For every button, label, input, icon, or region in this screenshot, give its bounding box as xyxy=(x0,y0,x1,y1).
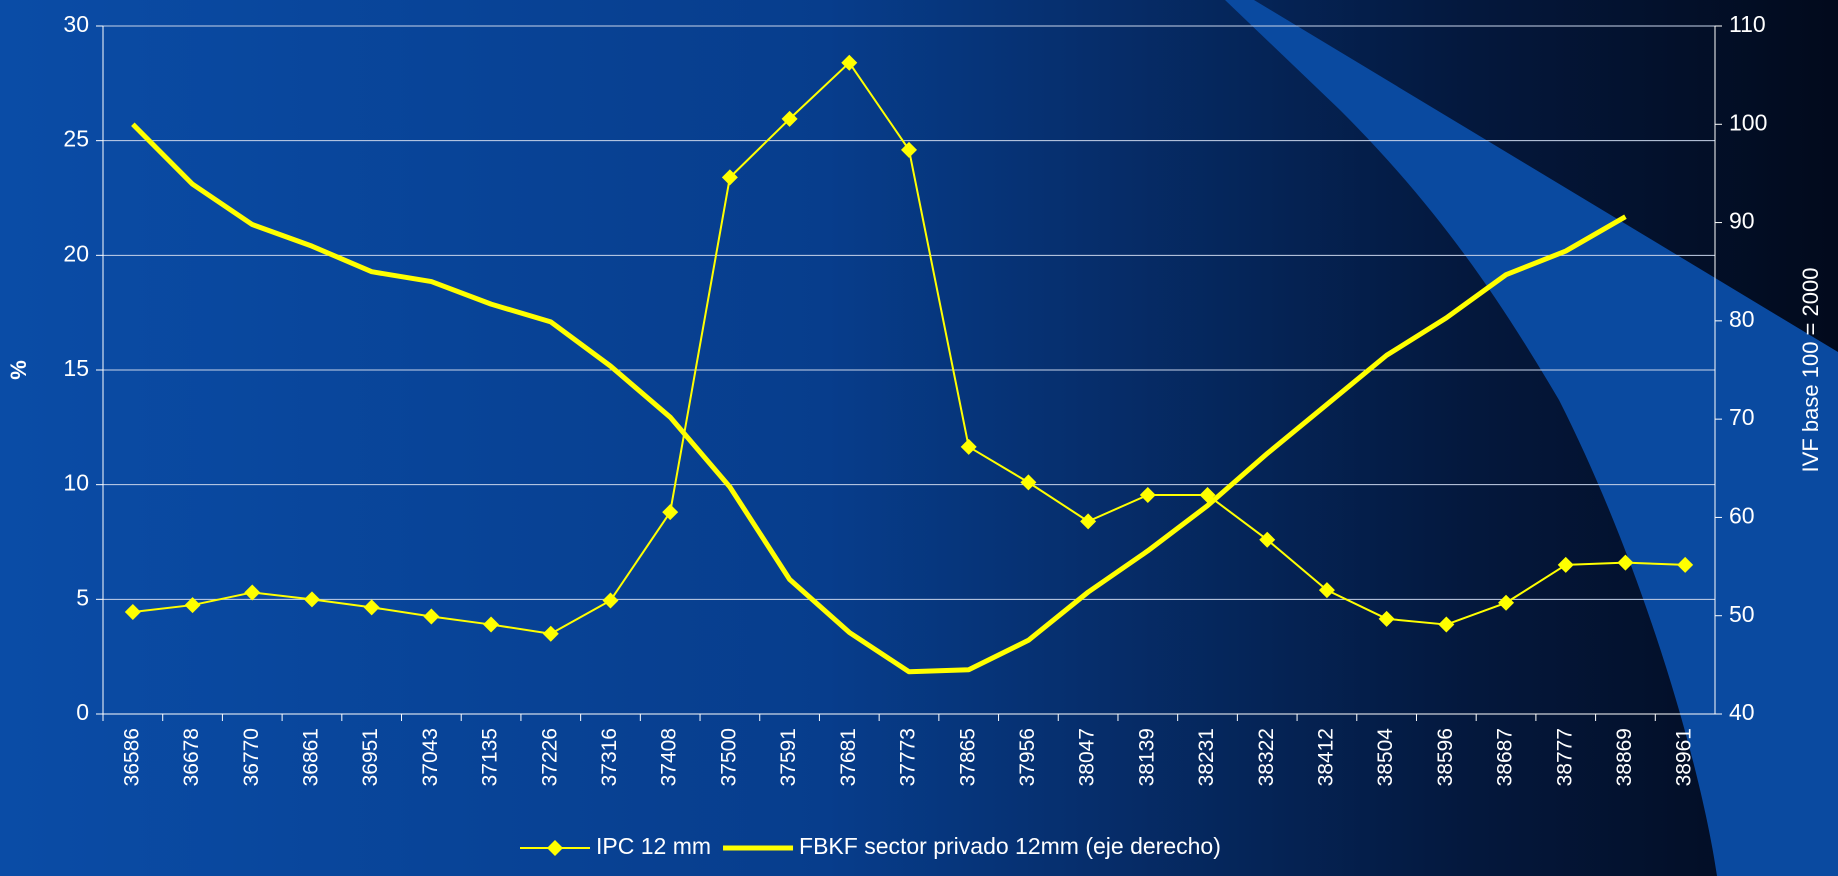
x-tick-label: 36861 xyxy=(300,728,323,786)
y2-axis-label: IVF base 100 = 2000 xyxy=(1798,268,1823,473)
x-tick-label: 37865 xyxy=(956,728,979,786)
x-tick-label: 38231 xyxy=(1195,728,1218,786)
data-point xyxy=(542,625,559,642)
x-tick-label: 37956 xyxy=(1016,728,1039,786)
x-tick-label: 37316 xyxy=(598,728,621,786)
x-tick-label: 38596 xyxy=(1434,728,1457,786)
y-tick-label: 20 xyxy=(63,240,89,266)
x-tick-label: 36951 xyxy=(359,728,382,786)
x-tick-label: 38047 xyxy=(1076,728,1099,786)
data-point xyxy=(1617,554,1634,571)
data-point xyxy=(721,169,738,186)
x-tick-label: 38961 xyxy=(1673,728,1696,786)
data-point xyxy=(1020,474,1037,491)
data-point xyxy=(124,603,141,620)
x-tick-label: 36678 xyxy=(180,728,203,786)
data-point xyxy=(960,438,977,455)
y-axis-label: % xyxy=(6,360,31,380)
data-point xyxy=(602,592,619,609)
x-tick-label: 37773 xyxy=(897,728,920,786)
data-point xyxy=(1378,610,1395,627)
x-tick-label: 38504 xyxy=(1374,728,1397,787)
y-tick-label: 10 xyxy=(63,470,89,496)
data-point xyxy=(1318,582,1335,599)
data-point xyxy=(363,599,380,616)
x-tick-label: 38322 xyxy=(1255,728,1278,786)
data-point xyxy=(1498,594,1515,611)
data-point xyxy=(303,591,320,608)
x-tick-label: 37226 xyxy=(538,728,561,786)
data-point xyxy=(1438,616,1455,633)
x-tick-label: 38139 xyxy=(1135,728,1158,786)
x-tick-label: 37043 xyxy=(419,728,442,786)
y-tick-label: 0 xyxy=(76,699,89,725)
x-tick-label: 38687 xyxy=(1494,728,1517,786)
y2-tick-label: 60 xyxy=(1729,503,1755,529)
swoosh xyxy=(1225,0,1838,876)
y2-tick-label: 40 xyxy=(1729,699,1755,725)
data-point xyxy=(244,584,261,601)
y-tick-label: 25 xyxy=(63,126,89,152)
x-tick-label: 37591 xyxy=(777,728,800,786)
data-point xyxy=(841,54,858,71)
data-point xyxy=(662,504,679,521)
y2-tick-label: 110 xyxy=(1729,11,1766,37)
x-tick-label: 37135 xyxy=(479,728,502,786)
data-point xyxy=(423,608,440,625)
data-point xyxy=(781,110,798,127)
y2-tick-label: 50 xyxy=(1729,601,1755,627)
data-point xyxy=(1080,513,1097,530)
data-point xyxy=(1677,556,1694,573)
data-point xyxy=(1139,486,1156,503)
y2-tick-label: 80 xyxy=(1729,306,1755,332)
data-point xyxy=(1259,531,1276,548)
legend-label: FBKF sector privado 12mm (eje derecho) xyxy=(799,833,1221,859)
y2-tick-label: 100 xyxy=(1729,109,1767,135)
legend-label: IPC 12 mm xyxy=(596,833,711,859)
y-tick-label: 15 xyxy=(63,355,89,381)
data-point xyxy=(184,597,201,614)
series-line xyxy=(131,122,1627,675)
x-tick-label: 37500 xyxy=(717,728,740,786)
data-point xyxy=(483,616,500,633)
data-point xyxy=(901,141,917,158)
legend-marker xyxy=(547,840,563,856)
y-tick-label: 30 xyxy=(63,11,89,37)
y-tick-label: 5 xyxy=(76,584,89,610)
y2-tick-label: 70 xyxy=(1729,404,1755,430)
y2-tick-label: 90 xyxy=(1729,208,1755,234)
x-tick-label: 37408 xyxy=(658,728,681,786)
x-tick-label: 38777 xyxy=(1553,728,1576,786)
x-tick-label: 38412 xyxy=(1314,728,1337,786)
x-tick-label: 38869 xyxy=(1613,728,1636,786)
x-tick-label: 37681 xyxy=(837,728,860,786)
x-tick-label: 36770 xyxy=(240,728,263,786)
x-tick-label: 36586 xyxy=(120,728,143,786)
data-point xyxy=(1557,556,1574,573)
